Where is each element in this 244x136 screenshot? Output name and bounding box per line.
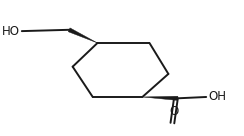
Text: OH: OH xyxy=(208,90,226,103)
Text: HO: HO xyxy=(2,25,20,38)
Text: O: O xyxy=(170,106,179,118)
Polygon shape xyxy=(68,28,97,43)
Polygon shape xyxy=(142,96,178,100)
